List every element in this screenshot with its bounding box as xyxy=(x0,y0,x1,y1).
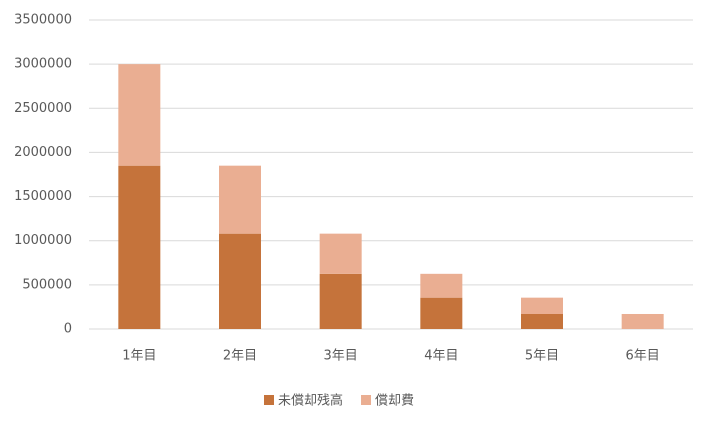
y-tick-label: 3000000 xyxy=(14,57,72,72)
x-tick-label: 4年目 xyxy=(424,349,458,364)
x-tick-label: 1年目 xyxy=(122,349,156,364)
bar-segment xyxy=(219,165,261,234)
bar-segment xyxy=(420,297,463,329)
bar-segment xyxy=(219,233,261,329)
x-tick-label: 5年目 xyxy=(525,349,559,364)
y-tick-label: 500000 xyxy=(22,277,72,292)
bar-segment xyxy=(319,233,362,274)
bar-segment xyxy=(319,273,362,329)
bar-segment xyxy=(521,313,563,329)
bar-segment xyxy=(621,313,664,329)
legend-swatch xyxy=(361,395,372,405)
bar-segment xyxy=(521,297,563,314)
y-tick-label: 1000000 xyxy=(14,233,72,248)
y-tick-label: 2500000 xyxy=(14,101,72,116)
legend-swatch xyxy=(264,395,274,405)
y-tick-label: 2000000 xyxy=(14,145,72,160)
y-tick-label: 0 xyxy=(64,322,72,337)
x-tick-label: 6年目 xyxy=(626,349,660,364)
x-tick-label: 3年目 xyxy=(324,349,358,364)
y-tick-label: 1500000 xyxy=(14,189,72,204)
legend-label: 未償却残高 xyxy=(278,393,343,409)
legend-label: 償却費 xyxy=(375,394,414,409)
bar-segment xyxy=(118,165,161,329)
bar-segment xyxy=(118,64,161,166)
bar-segment xyxy=(420,273,463,298)
y-tick-label: 3500000 xyxy=(14,13,72,28)
x-tick-label: 2年目 xyxy=(223,349,257,364)
